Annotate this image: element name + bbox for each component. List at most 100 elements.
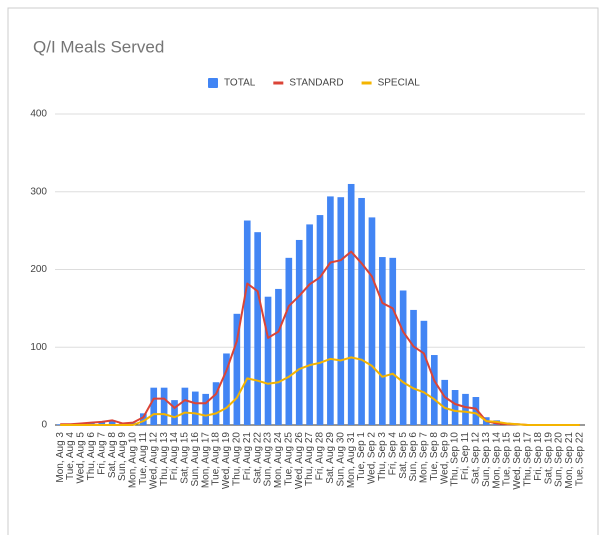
- legend-label: TOTAL: [224, 78, 256, 89]
- x-tick-label: Fri, Aug 14: [169, 432, 180, 481]
- x-tick-label: Mon, Sep 14: [491, 432, 502, 489]
- line: [60, 356, 580, 426]
- bar: [399, 290, 407, 425]
- x-tick-label: Tue, Sep 8: [429, 432, 440, 481]
- bar: [243, 220, 251, 425]
- x-tick-label: Tue, Aug 18: [211, 432, 222, 486]
- bar: [306, 224, 313, 425]
- x-tick-label: Wed, Sep 16: [512, 432, 523, 490]
- bar: [441, 379, 449, 425]
- chart-title: Q/I Meals Served: [33, 37, 164, 56]
- bar: [316, 215, 324, 425]
- x-tick-label: Sat, Aug 8: [107, 432, 118, 479]
- bar: [181, 387, 189, 425]
- x-tick-label: Thu, Aug 13: [159, 432, 170, 486]
- line: [60, 250, 580, 426]
- x-tick-label: Wed, Aug 19: [221, 432, 232, 490]
- bar: [275, 288, 282, 425]
- x-tick-label: Thu, Aug 6: [86, 432, 97, 481]
- x-tick-label: Sun, Aug 16: [190, 432, 201, 487]
- x-tick-label: Sun, Sep 6: [408, 432, 419, 482]
- x-tick-label: Tue, Aug 25: [283, 432, 294, 486]
- x-tick-label: Sun, Sep 20: [554, 432, 565, 487]
- bar: [420, 320, 428, 425]
- bar: [295, 239, 303, 425]
- x-tick-label: Sat, Aug 22: [252, 432, 263, 484]
- bar: [379, 257, 386, 425]
- x-tick-label: Thu, Aug 27: [304, 432, 315, 486]
- bar: [254, 232, 261, 425]
- bar: [56, 424, 64, 425]
- x-tick-label: Mon, Aug 10: [128, 432, 139, 489]
- y-tick-label: 300: [30, 186, 47, 197]
- bar: [150, 387, 158, 425]
- x-tick-label: Thu, Sep 17: [522, 432, 533, 487]
- x-tick-label: Mon, Aug 31: [346, 432, 357, 489]
- x-tick-label: Fri, Sep 11: [460, 432, 471, 481]
- bar: [233, 313, 241, 425]
- x-tick-label: Tue, Aug 11: [138, 432, 149, 485]
- x-tick-label: Wed, Aug 12: [148, 432, 159, 490]
- x-tick-label: Tue, Sep 22: [574, 432, 585, 487]
- x-tick-label: Thu, Sep 10: [450, 432, 461, 487]
- bar: [337, 197, 345, 425]
- x-tick-label: Mon, Aug 3: [55, 432, 66, 483]
- legend-label: STANDARD: [289, 78, 343, 89]
- frame: [7, 7, 599, 535]
- bar: [451, 390, 459, 425]
- x-tick-label: Sun, Sep 13: [481, 432, 492, 487]
- bar: [347, 183, 355, 425]
- bar: [327, 196, 334, 425]
- bar: [430, 355, 438, 425]
- x-tick-label: Wed, Aug 26: [294, 432, 305, 490]
- x-tick-label: Thu, Sep 3: [377, 432, 388, 481]
- x-tick-label: Mon, Aug 24: [273, 432, 284, 489]
- bar: [389, 257, 397, 425]
- x-tick-label: Sat, Sep 5: [398, 432, 409, 479]
- bar: [358, 197, 365, 425]
- x-tick-label: Fri, Aug 21: [242, 432, 253, 481]
- bar: [108, 420, 116, 425]
- legend-label: SPECIAL: [378, 78, 421, 89]
- x-tick-label: Fri, Sep 18: [533, 432, 544, 481]
- bar: [191, 391, 199, 425]
- x-tick-label: Fri, Aug 7: [96, 432, 107, 475]
- x-tick-label: Sun, Aug 30: [335, 432, 346, 487]
- bar: [171, 400, 178, 425]
- x-tick-label: Mon, Aug 17: [200, 432, 211, 489]
- bar: [410, 309, 417, 425]
- bar: [223, 353, 230, 425]
- x-tick-label: Fri, Sep 4: [387, 432, 398, 476]
- x-tick-label: Tue, Aug 4: [65, 432, 76, 480]
- x-tick-label: Sat, Sep 19: [543, 432, 554, 485]
- y-tick-label: 400: [30, 109, 47, 120]
- x-tick-label: Tue, Sep 1: [356, 432, 367, 481]
- bar: [160, 387, 168, 425]
- x-tick-label: Tue, Sep 15: [502, 432, 513, 487]
- x-tick-label: Wed, Sep 9: [439, 432, 450, 485]
- x-tick-label: Wed, Sep 2: [367, 432, 378, 485]
- x-tick-label: Mon, Sep 7: [419, 432, 430, 484]
- bar: [98, 421, 106, 425]
- bar: [462, 393, 469, 425]
- x-tick-label: Thu, Aug 20: [232, 432, 243, 486]
- legend-swatch: [208, 78, 218, 88]
- bar: [264, 296, 272, 425]
- x-tick-label: Sun, Aug 23: [263, 432, 274, 487]
- x-tick-label: Sat, Aug 29: [325, 432, 336, 484]
- y-tick-label: 0: [41, 420, 47, 431]
- y-tick-label: 100: [30, 342, 47, 353]
- x-tick-label: Sat, Aug 15: [180, 432, 191, 484]
- x-tick-label: Mon, Sep 21: [564, 432, 575, 489]
- x-tick-label: Sat, Sep 12: [471, 432, 482, 485]
- bar: [368, 217, 376, 425]
- bar: [472, 397, 480, 425]
- bar: [140, 413, 147, 425]
- x-tick-label: Fri, Aug 28: [315, 432, 326, 481]
- bar: [285, 257, 293, 425]
- bar: [212, 382, 220, 425]
- bar: [129, 422, 137, 425]
- bar: [202, 393, 210, 425]
- x-tick-label: Sun, Aug 9: [117, 432, 128, 481]
